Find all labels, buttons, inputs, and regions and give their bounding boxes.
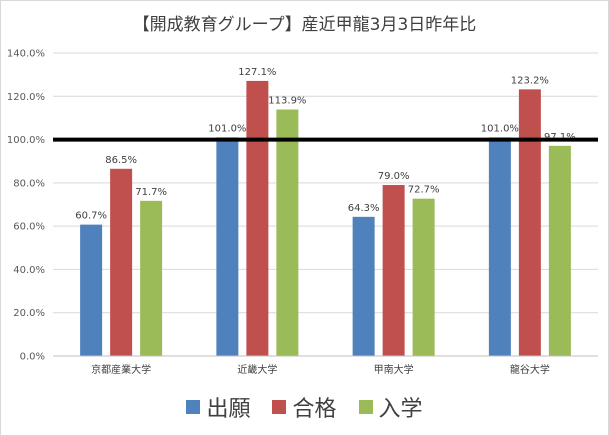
data-label: 113.9% (268, 95, 306, 106)
y-tick-label: 120.0% (7, 92, 45, 103)
legend-item: 入学 (358, 391, 423, 423)
bar (80, 224, 103, 356)
bar (488, 137, 511, 356)
bar (412, 198, 435, 356)
bar (216, 137, 239, 356)
bar (382, 185, 405, 356)
y-tick-label: 20.0% (13, 308, 45, 319)
data-label: 127.1% (238, 67, 276, 78)
y-tick-label: 100.0% (7, 135, 45, 146)
data-label: 86.5% (105, 155, 137, 166)
bar (246, 80, 269, 357)
y-tick-label: 140.0% (7, 49, 45, 60)
legend-item: 出願 (186, 391, 250, 423)
data-label: 79.0% (378, 171, 410, 182)
bar (518, 89, 541, 357)
x-category-label: 甲南大学 (374, 363, 414, 376)
x-category-label: 龍谷大学 (510, 363, 550, 376)
data-label: 64.3% (348, 203, 380, 214)
legend-label: 合格 (292, 397, 337, 422)
data-label: 97.1% (544, 132, 576, 143)
y-tick-label: 80.0% (13, 178, 45, 189)
x-category-label: 近畿大学 (237, 363, 277, 376)
x-category-label: 京都産業大学 (91, 363, 151, 376)
y-tick-label: 60.0% (13, 222, 45, 233)
data-label: 123.2% (511, 75, 549, 86)
bar (352, 216, 375, 356)
bar (276, 109, 299, 356)
data-label: 72.7% (408, 185, 440, 196)
bar (110, 168, 133, 356)
legend-swatch (272, 400, 287, 414)
data-label: 71.7% (135, 187, 167, 198)
legend: 出願 合格 入学 (1, 391, 608, 423)
legend-swatch (186, 400, 201, 414)
bar (548, 145, 571, 356)
legend-label: 入学 (378, 397, 423, 422)
data-label: 101.0% (481, 123, 519, 134)
y-tick-label: 0.0% (20, 352, 45, 363)
chart-title: 【開成教育グループ】産近甲龍3月3日昨年比 (132, 15, 477, 35)
legend-label: 出願 (206, 397, 251, 422)
data-label: 101.0% (208, 123, 246, 134)
data-label: 60.7% (75, 211, 107, 222)
legend-item: 合格 (272, 391, 337, 423)
bar (140, 200, 163, 356)
y-tick-label: 40.0% (13, 265, 45, 276)
legend-swatch (358, 400, 373, 414)
